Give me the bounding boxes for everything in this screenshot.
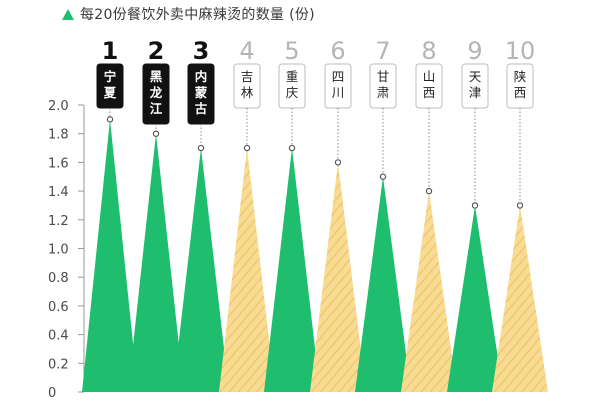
rank-label: 10 [505, 37, 536, 65]
rank-label: 5 [284, 37, 299, 65]
y-tick-label: 0.2 [48, 357, 69, 372]
chart-title: 每20份餐饮外卖中麻辣烫的数量 (份) [80, 7, 315, 23]
value-dot [334, 159, 342, 166]
value-dot [106, 116, 114, 123]
green-triangle-legend-icon [62, 8, 74, 20]
province-label: 内蒙古 [195, 69, 208, 116]
bar-green [173, 148, 229, 392]
value-dot [152, 130, 160, 137]
y-tick-label: 2.0 [48, 99, 69, 114]
bar-yellow [310, 162, 366, 392]
bar-green [128, 133, 184, 392]
rank-label: 3 [193, 37, 210, 65]
y-tick-label: 0.4 [48, 329, 69, 344]
y-tick-label: 0.8 [48, 271, 69, 286]
province-label: 黑龙江 [149, 69, 163, 116]
value-dot [379, 173, 387, 180]
bar-green [355, 176, 411, 392]
bar-green [264, 148, 320, 392]
value-dot [243, 144, 251, 152]
province-label: 山西 [423, 69, 436, 100]
y-tick-label: 1.2 [48, 214, 69, 229]
rank-label: 9 [467, 37, 482, 65]
chart-title-row: 每20份餐饮外卖中麻辣烫的数量 (份) [62, 4, 315, 24]
province-label: 陕西 [514, 69, 527, 100]
y-tick-label: 1.8 [48, 128, 69, 143]
bar-green [447, 205, 503, 392]
province-label: 宁夏 [103, 69, 117, 100]
y-tick-label: 0 [48, 386, 56, 400]
y-tick-label: 1.4 [48, 185, 69, 200]
rank-label: 2 [148, 37, 165, 65]
bar-yellow [492, 205, 548, 392]
value-dot [471, 202, 479, 209]
province-label: 四川 [332, 69, 345, 100]
value-dot [425, 187, 433, 195]
rank-label: 1 [102, 37, 119, 65]
y-tick-label: 1.6 [48, 156, 69, 171]
province-label: 吉林 [241, 69, 254, 100]
province-label: 天津 [469, 69, 482, 100]
value-dot [197, 144, 205, 152]
rank-label: 6 [330, 37, 345, 65]
rank-label: 8 [421, 37, 436, 65]
y-tick-label: 0.6 [48, 300, 69, 315]
y-tick-label: 1.0 [48, 243, 69, 258]
province-label: 甘肃 [377, 69, 390, 100]
bar-yellow [401, 191, 457, 392]
rank-label: 7 [375, 37, 390, 65]
rank-label: 4 [239, 37, 254, 65]
province-label: 重庆 [286, 69, 299, 100]
value-dot [288, 144, 296, 152]
bar-green [82, 119, 138, 392]
bar-yellow [219, 148, 275, 392]
value-dot [516, 202, 524, 209]
